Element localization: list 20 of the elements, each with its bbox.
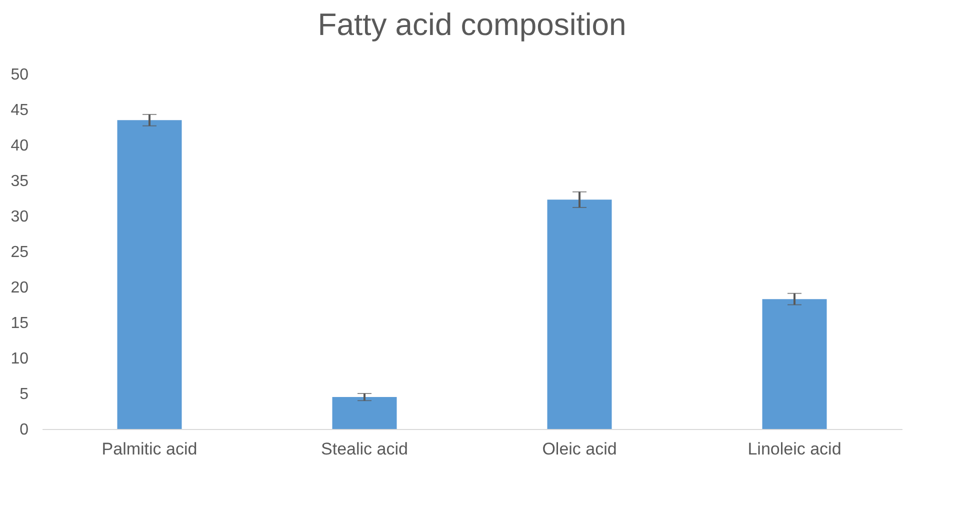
bar (547, 200, 612, 429)
bar (762, 299, 827, 429)
y-tick-label: 50 (10, 66, 29, 84)
y-tick-label: 15 (10, 315, 29, 332)
x-tick-label: Oleic acid (542, 440, 617, 458)
y-tick-label: 25 (10, 244, 29, 261)
y-tick-label: 5 (20, 386, 29, 403)
y-tick-label: 35 (10, 173, 29, 190)
bar (117, 120, 182, 429)
y-tick-label: 20 (10, 280, 29, 296)
chart-title: Fatty acid composition (318, 7, 626, 42)
x-tick-label: Stealic acid (321, 440, 408, 458)
bar (332, 397, 397, 429)
y-tick-label: 45 (10, 102, 29, 119)
x-tick-label: Palmitic acid (102, 440, 198, 458)
y-tick-label: 30 (10, 208, 29, 226)
y-tick-label: 0 (20, 422, 29, 438)
y-tick-label: 10 (10, 350, 29, 368)
y-tick-label: 40 (10, 138, 29, 154)
x-tick-label: Linoleic acid (748, 440, 842, 458)
